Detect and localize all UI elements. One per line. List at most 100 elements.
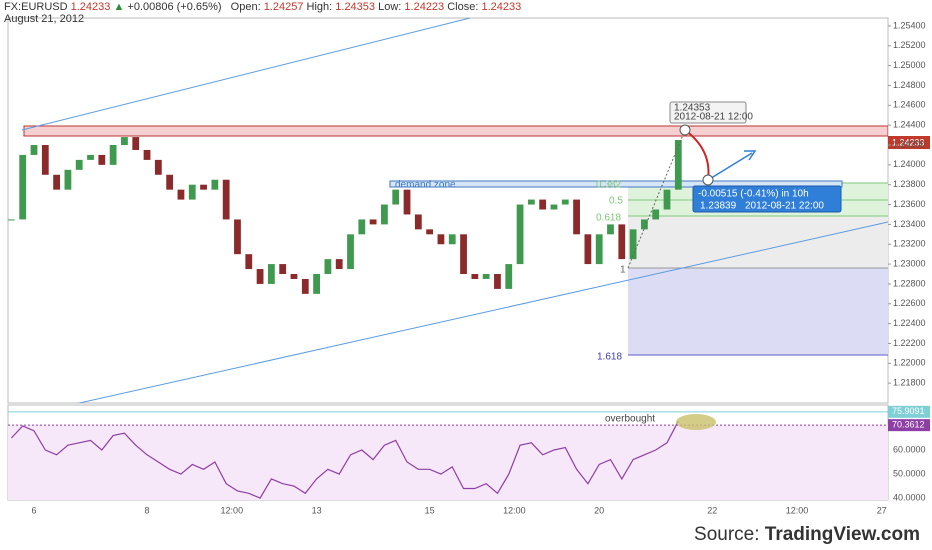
candle bbox=[121, 137, 128, 146]
price-tag-label: 1.24233 bbox=[892, 137, 925, 147]
price-tag bbox=[888, 136, 930, 149]
source-name: TradingView.com bbox=[765, 524, 920, 545]
y-tick-label: 1.23800 bbox=[893, 179, 926, 189]
y-tick-label: 1.25000 bbox=[893, 60, 926, 70]
candle bbox=[154, 159, 162, 175]
candle bbox=[494, 274, 501, 289]
last: 1.24233 bbox=[71, 1, 111, 13]
candle bbox=[279, 264, 287, 275]
rsi bbox=[8, 411, 888, 499]
candle bbox=[8, 219, 15, 221]
y-tick-label: 1.23600 bbox=[893, 199, 926, 209]
candle bbox=[177, 189, 185, 200]
candle bbox=[460, 234, 467, 275]
y-tick-label: 1.24400 bbox=[893, 120, 926, 130]
candle bbox=[674, 140, 682, 190]
candle bbox=[211, 179, 219, 190]
candle bbox=[584, 234, 592, 265]
date: August 21, 2012 bbox=[4, 13, 84, 25]
candle bbox=[301, 278, 309, 294]
arrow-head bbox=[744, 150, 757, 161]
callout bbox=[669, 101, 747, 124]
candle bbox=[539, 199, 547, 210]
axes: 1.21800 1.22000 1.22200 1.22400 1.22600 1.228… bbox=[31, 20, 930, 515]
change: +0.00806 (+0.65%) bbox=[127, 1, 221, 13]
candle bbox=[414, 214, 422, 230]
x-tick-label: 27 bbox=[877, 505, 887, 515]
candle bbox=[403, 189, 411, 215]
y-tick-label: 60.0000 bbox=[893, 444, 926, 454]
candle bbox=[358, 219, 366, 235]
point bbox=[702, 174, 714, 186]
candle bbox=[573, 199, 580, 235]
y-tick-label: 1.23000 bbox=[893, 258, 926, 268]
x-tick-label: 20 bbox=[594, 505, 604, 515]
rsi-band bbox=[8, 425, 888, 500]
source-label: Source: bbox=[694, 524, 759, 545]
candles bbox=[8, 137, 682, 294]
candle bbox=[392, 189, 400, 205]
y-tick-label: 1.22000 bbox=[893, 358, 926, 368]
callout-price: 1.24353 bbox=[674, 103, 711, 114]
candle bbox=[607, 224, 614, 235]
candle bbox=[245, 254, 253, 270]
up-arrow: ▲ bbox=[113, 1, 124, 13]
trend-line bbox=[77, 221, 888, 403]
y-tick-label: 40.0000 bbox=[893, 492, 926, 502]
fib-label: 0.5 bbox=[609, 196, 623, 207]
level-tag bbox=[888, 419, 930, 432]
candle bbox=[629, 229, 637, 260]
projection-arrow bbox=[707, 152, 753, 181]
x-tick-label: 12:00 bbox=[503, 505, 526, 515]
candle bbox=[448, 234, 456, 245]
fib-label: 1 bbox=[620, 265, 626, 276]
level-tag bbox=[888, 405, 930, 418]
y-tick-label: 1.22600 bbox=[893, 298, 926, 308]
candle bbox=[64, 169, 72, 190]
candle bbox=[87, 154, 94, 160]
candle bbox=[663, 189, 671, 210]
point bbox=[679, 124, 691, 136]
resistance-zone bbox=[23, 125, 888, 137]
candle bbox=[290, 274, 298, 279]
y-tick-label: 1.24000 bbox=[893, 159, 926, 169]
x-tick-label: 15 bbox=[425, 505, 435, 515]
x-tick-label: 12:00 bbox=[786, 505, 809, 515]
fib-label: 0.382 bbox=[596, 180, 621, 191]
candle bbox=[234, 219, 241, 255]
candle bbox=[109, 145, 117, 165]
candle bbox=[369, 219, 377, 225]
y-tick-label: 50.0000 bbox=[893, 468, 926, 478]
close-label: Close: bbox=[447, 1, 478, 13]
header: FX:EURUSD 1.24233 ▲ +0.00806 (+0.65%) Op… bbox=[4, 1, 521, 13]
candle bbox=[652, 209, 660, 220]
candle bbox=[19, 154, 27, 220]
candle bbox=[313, 274, 320, 294]
y-tick-label: 1.22400 bbox=[893, 318, 926, 328]
demand-zone bbox=[389, 180, 843, 188]
y-tick-label: 1.22800 bbox=[893, 278, 926, 288]
x-tick-label: 22 bbox=[707, 505, 717, 515]
y-tick-label: 1.21800 bbox=[893, 378, 926, 388]
x-tick-label: 12:00 bbox=[221, 505, 244, 515]
candle bbox=[222, 179, 230, 220]
y-tick-label: 1.23400 bbox=[893, 219, 926, 229]
candle bbox=[166, 174, 174, 190]
x-tick-label: 6 bbox=[31, 505, 36, 515]
candle bbox=[381, 204, 388, 225]
measure-line bbox=[627, 129, 686, 269]
candle bbox=[347, 234, 354, 270]
candle bbox=[516, 204, 524, 265]
level-label: 75.9091 bbox=[892, 406, 925, 416]
candle bbox=[550, 204, 558, 210]
candle bbox=[30, 145, 38, 155]
candle bbox=[324, 259, 332, 275]
y-tick-label: 1.24600 bbox=[893, 100, 926, 110]
close: 1.24233 bbox=[481, 1, 521, 13]
candle bbox=[618, 224, 626, 260]
fib-label: 0.618 bbox=[596, 213, 621, 224]
candle bbox=[471, 274, 479, 279]
trend-line bbox=[21, 18, 471, 131]
candle bbox=[437, 234, 445, 245]
